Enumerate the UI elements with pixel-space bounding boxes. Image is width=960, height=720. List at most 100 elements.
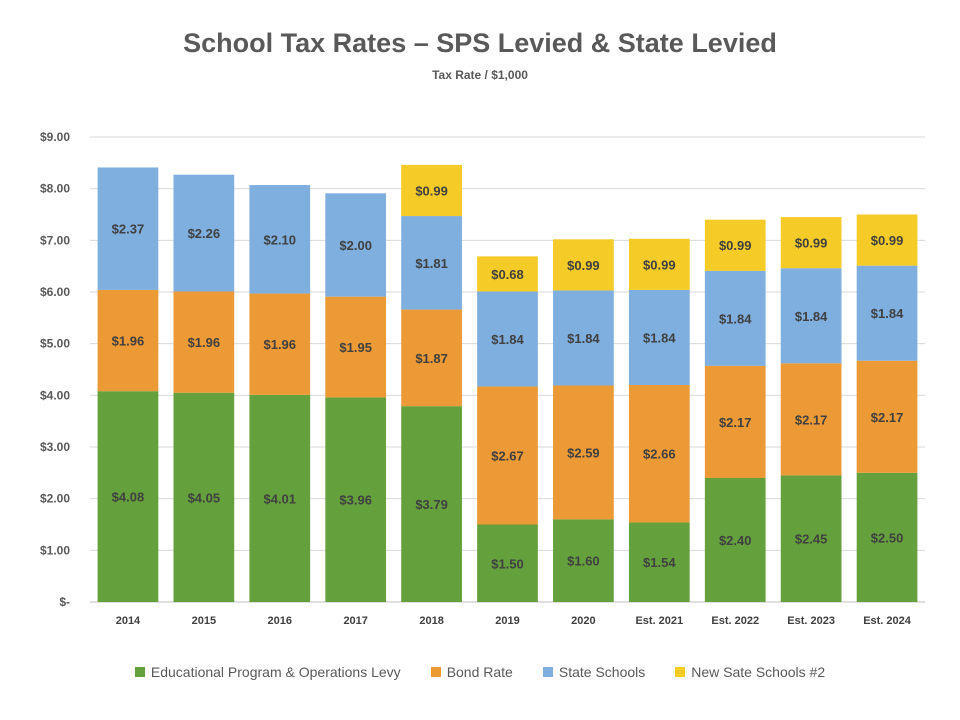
data-label: $2.66 [643,447,676,462]
y-tick-label: $4.00 [40,388,70,402]
x-tick-label: 2018 [419,615,443,627]
bar-segment [249,293,311,395]
bar-segment [780,475,842,602]
data-label: $2.37 [112,222,145,237]
data-label: $2.17 [719,415,752,430]
legend-label: New Sate Schools #2 [691,664,826,680]
bar-segment [477,291,538,387]
x-tick-label: 2017 [343,615,367,627]
bar-segment [704,365,766,478]
legend-item: State Schools [542,664,646,680]
data-label: $2.40 [719,533,752,548]
x-tick-label: Est. 2021 [635,615,683,627]
bar-segment [173,291,235,393]
y-tick-label: $6.00 [40,285,70,299]
x-tick-label: Est. 2024 [863,615,912,627]
legend-swatch [542,667,553,677]
data-label: $1.87 [415,351,448,366]
bar-segment [704,270,766,366]
data-label: $4.05 [188,490,221,505]
data-label: $2.45 [795,532,828,547]
x-tick-label: 2020 [571,615,595,627]
bar-segment [856,360,918,473]
bar-segment [325,193,387,297]
bar-segment [553,290,614,386]
x-tick-label: Est. 2023 [787,615,835,627]
legend-label: Bond Rate [446,664,513,680]
data-label: $0.99 [567,258,600,273]
legend-item: Educational Program & Operations Levy [134,664,401,680]
x-tick-label: 2015 [192,615,216,627]
data-label: $4.01 [263,491,296,506]
bar-segment [553,239,614,291]
bar-segment [856,214,918,266]
bar-segment [173,392,235,602]
legend-swatch [430,667,441,677]
data-label: $1.96 [188,335,221,350]
bar-segment [325,296,387,398]
data-label: $1.95 [339,340,372,355]
bar-segment [173,174,235,292]
bar-segment [628,522,690,602]
bar-segment [704,219,766,271]
y-axis: $- $1.00 $2.00 $3.00 $4.00 $5.00 $6.00 $7.00 $8.… [40,130,70,609]
legend-swatch [134,667,145,677]
data-label: $4.08 [112,490,145,505]
bar-segment [856,265,918,361]
legend-label: State Schools [558,664,646,680]
bar-segment [477,386,538,525]
data-label: $3.79 [415,497,448,512]
bar-segment [780,217,842,269]
data-label: $1.84 [795,309,828,324]
chart-subtitle: Tax Rate / $1,000 [432,68,528,82]
legend: Educational Program & Operations Levy Bon… [0,664,960,680]
data-label: $1.81 [415,256,448,271]
bar-segment [97,167,159,290]
data-label: $1.96 [112,334,145,349]
y-tick-label: $8.00 [40,182,70,196]
bar-segment [553,385,614,520]
y-tick-label: $2.00 [40,492,70,506]
bar-segment [249,394,311,602]
data-label: $1.54 [643,555,676,570]
bar-segment [401,406,462,602]
bar-segment [477,256,538,292]
data-label: $1.84 [871,306,904,321]
data-label: $0.99 [795,236,828,251]
data-label: $2.17 [871,410,904,425]
y-tick-label: $5.00 [40,337,70,351]
bar-segment [628,385,690,523]
data-label: $1.50 [491,556,524,571]
y-tick-label: $3.00 [40,440,70,454]
x-tick-label: Est. 2022 [711,615,759,627]
bar-segment [780,363,842,476]
legend-item: Bond Rate [430,664,513,680]
x-tick-label: 2016 [268,615,292,627]
data-label: $1.96 [263,337,296,352]
data-label: $2.10 [263,232,296,247]
data-label: $1.60 [567,554,600,569]
y-tick-label: $9.00 [40,130,70,144]
bar-segment [401,309,462,407]
data-label: $0.99 [871,233,904,248]
legend-swatch [675,667,686,677]
x-axis: 2014 2015 2016 2017 2018 2019 2020 Est. 2021 Est… [116,615,912,627]
bar-segment [249,185,311,294]
data-label: $2.59 [567,445,600,460]
bar-segment [553,519,614,602]
x-tick-label: 2019 [495,615,519,627]
bar-segment [401,164,462,217]
bar-segment [401,216,462,310]
data-label: $0.99 [643,257,676,272]
x-tick-label: 2014 [116,615,141,627]
legend-label: Educational Program & Operations Levy [150,664,401,680]
data-label: $0.99 [415,183,448,198]
data-label: $0.68 [491,267,524,282]
data-labels: $4.08 $1.96 $2.37 $4.05 $1.96 $2.26 $4.01 $1.96… [112,183,904,571]
bar-segment [97,391,159,602]
data-label: $1.84 [719,311,752,326]
data-label: $2.00 [339,238,372,253]
bar-segment [704,478,766,602]
y-tick-label: $1.00 [40,543,70,557]
